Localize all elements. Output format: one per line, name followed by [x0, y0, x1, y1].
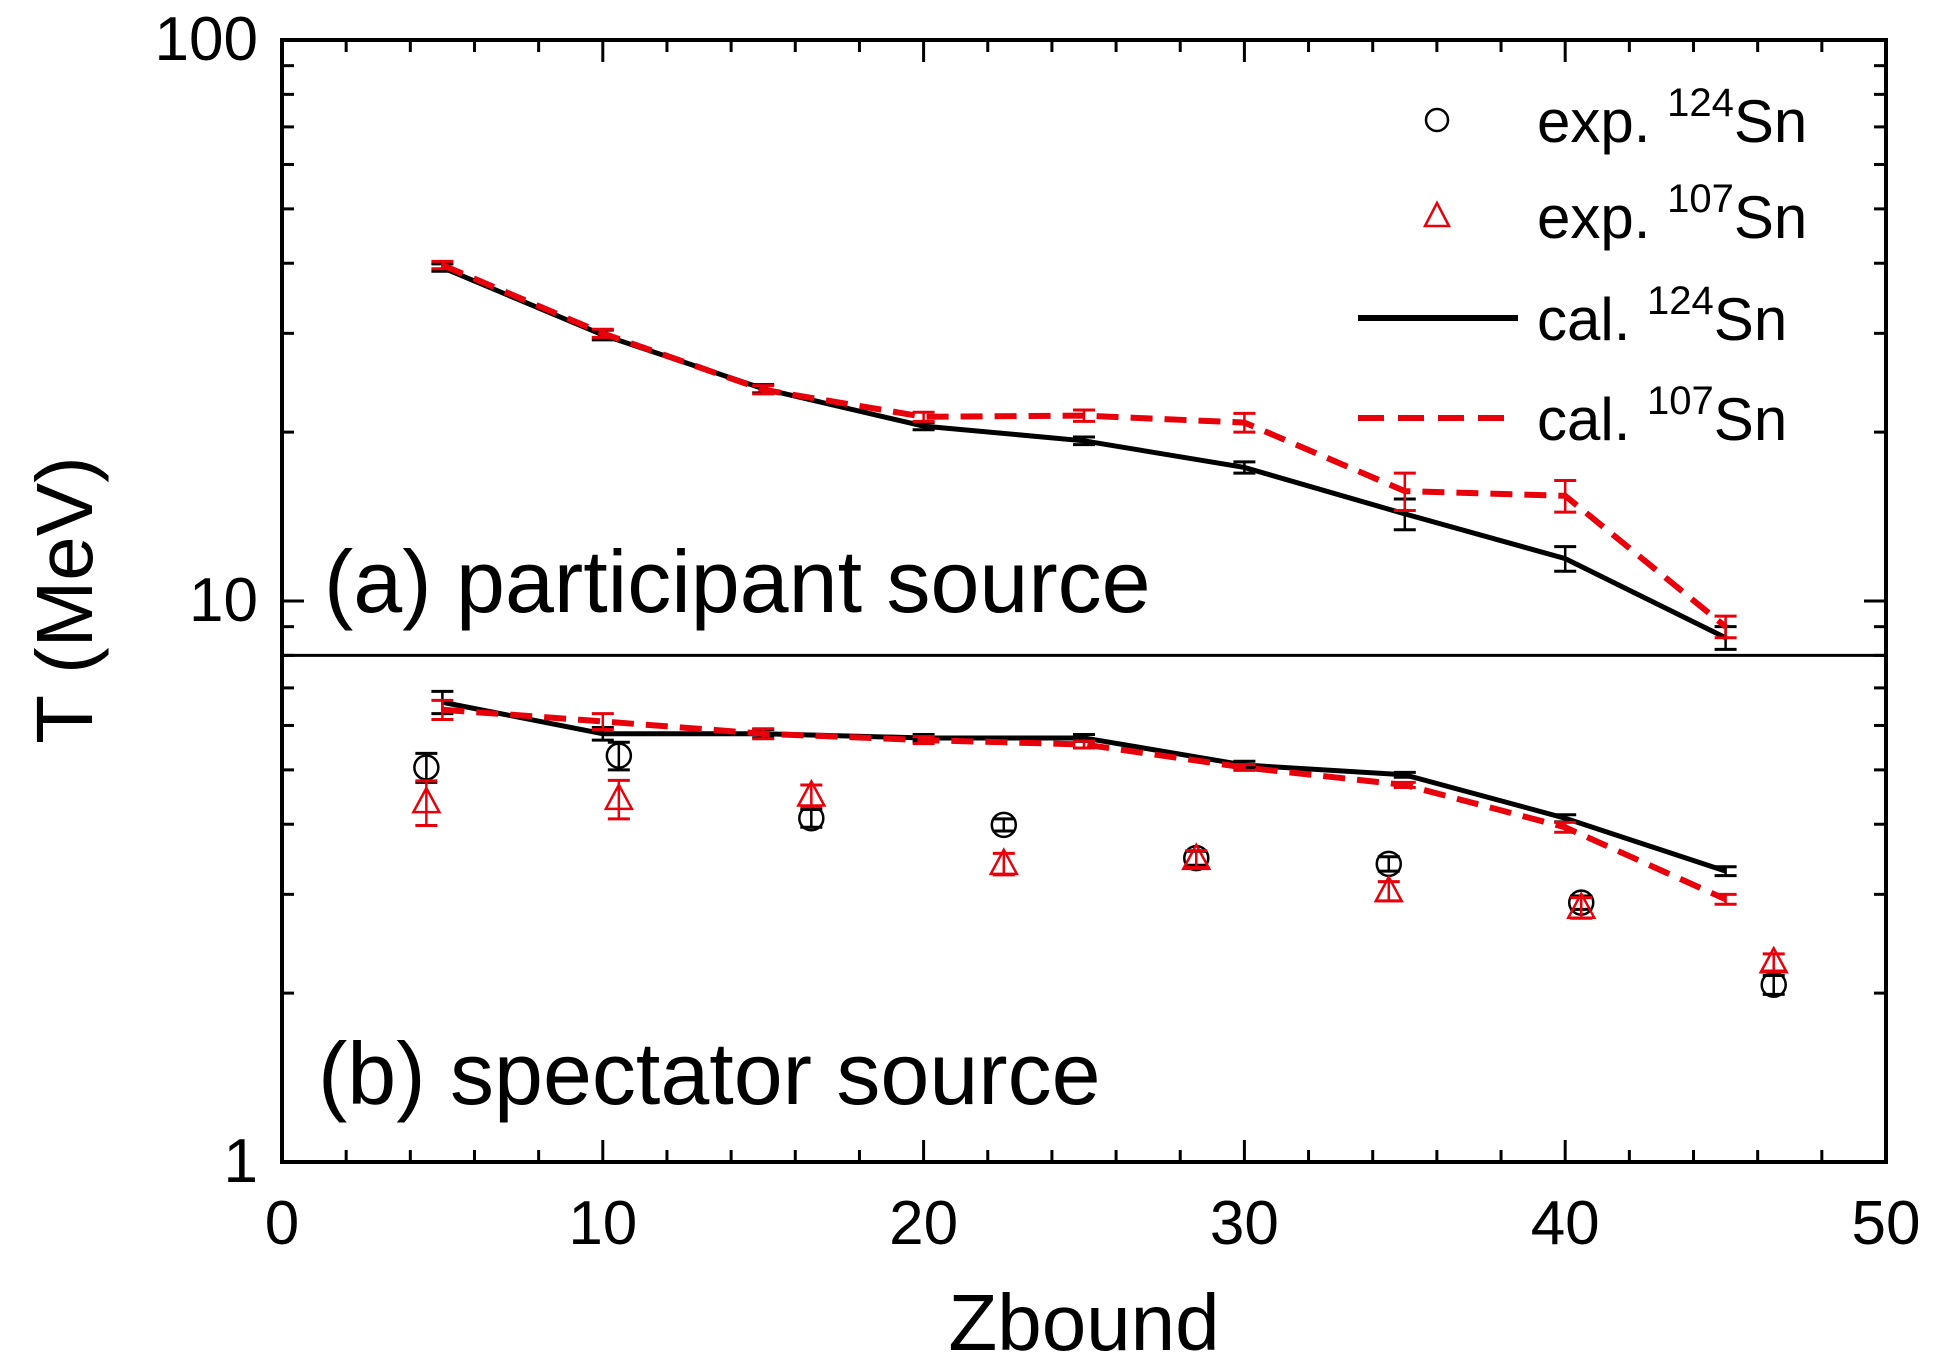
- legend-element: Sn: [1734, 88, 1807, 155]
- legend-element: Sn: [1714, 286, 1787, 353]
- panel-label-a: (a) participant source: [324, 532, 1151, 631]
- legend-entry: exp. 107Sn: [1422, 177, 1807, 251]
- data-point-circle: [605, 742, 633, 769]
- y-tick-label: 10: [189, 566, 258, 635]
- legend-mass-number: 124: [1667, 81, 1734, 125]
- y-axis-title: T (MeV): [20, 456, 109, 743]
- legend-entry: exp. 124Sn: [1424, 81, 1807, 155]
- legend-prefix: cal.: [1537, 386, 1647, 453]
- legend-entry: cal. 124Sn: [1358, 279, 1787, 353]
- y-tick-label: 1: [224, 1127, 258, 1196]
- chart-marks: [411, 259, 1789, 998]
- data-point-triangle: [1181, 842, 1212, 871]
- data-point-circle: [990, 811, 1018, 839]
- legend-prefix: exp.: [1537, 184, 1667, 251]
- legend-label: exp. 107Sn: [1537, 177, 1807, 251]
- legend-element: Sn: [1734, 184, 1807, 251]
- x-tick-label: 0: [265, 1189, 299, 1258]
- x-tick-label: 50: [1852, 1189, 1921, 1258]
- legend-mass-number: 107: [1667, 177, 1734, 221]
- series-cal-107sn-participant: [431, 259, 1737, 640]
- legend-label: cal. 107Sn: [1537, 379, 1787, 453]
- series-line: [442, 706, 1727, 902]
- legend-prefix: cal.: [1537, 286, 1647, 353]
- series-exp-107sn: [411, 778, 1789, 974]
- data-point-triangle: [1566, 891, 1597, 919]
- panel-label-b: (b) spectator source: [318, 1024, 1101, 1123]
- data-point-triangle: [1758, 945, 1789, 974]
- x-tick-label: 30: [1210, 1189, 1279, 1258]
- y-tick-label: 100: [155, 5, 258, 74]
- series-cal-107sn-spectator: [431, 698, 1737, 906]
- legend-prefix: exp.: [1537, 88, 1667, 155]
- legend-entry: cal. 107Sn: [1358, 379, 1787, 453]
- x-tick-label: 20: [889, 1189, 958, 1258]
- series-cal-124sn-spectator: [431, 689, 1737, 878]
- data-point-triangle: [1373, 874, 1404, 903]
- legend-mass-number: 107: [1647, 379, 1714, 423]
- data-point-triangle: [988, 847, 1019, 876]
- data-point-triangle: [796, 778, 827, 807]
- x-tick-label: 10: [568, 1189, 637, 1258]
- legend-circle-icon: [1424, 107, 1450, 133]
- data-point-triangle: [603, 782, 634, 811]
- data-point-triangle: [411, 785, 442, 814]
- x-tick-label: 40: [1531, 1189, 1600, 1258]
- legend-label: cal. 124Sn: [1537, 279, 1787, 353]
- x-axis-title: Zbound: [948, 1278, 1219, 1360]
- series-line: [441, 699, 1727, 874]
- legend-element: Sn: [1714, 386, 1787, 453]
- legend-triangle-icon: [1422, 200, 1452, 228]
- axes: 0 10 20 30 40 50 1 10 100: [155, 5, 1921, 1258]
- legend-label: exp. 124Sn: [1537, 81, 1807, 155]
- legend-mass-number: 124: [1647, 279, 1714, 323]
